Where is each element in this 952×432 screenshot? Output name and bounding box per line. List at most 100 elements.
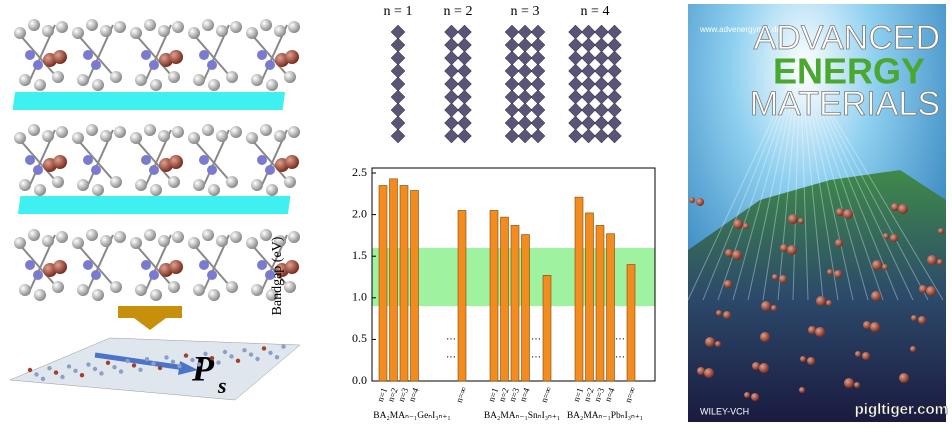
y-axis-label: Bandgap (eV) [270, 236, 285, 315]
atom [274, 235, 286, 247]
octahedron [581, 63, 596, 79]
atom [14, 132, 26, 144]
bar [399, 185, 409, 382]
octahedron [594, 102, 609, 118]
polarization-subscript: s [217, 373, 227, 398]
sheet-atom [131, 363, 137, 368]
cover-atom [871, 291, 881, 301]
light-ray [799, 59, 809, 301]
octahedron [457, 50, 472, 66]
atom [130, 237, 142, 249]
atom [274, 25, 286, 37]
bond [77, 244, 114, 286]
octahedron [594, 37, 609, 53]
x-tick-label: n=∞ [454, 385, 469, 403]
cover-atom [751, 393, 759, 401]
light-ray [799, 59, 929, 301]
atom [266, 79, 278, 91]
cover-atom [890, 234, 898, 242]
cover-atom [716, 310, 722, 316]
atom [14, 27, 26, 39]
bar [378, 185, 388, 382]
octahedron [517, 115, 533, 131]
y-tick-label: 0.5 [352, 331, 367, 345]
cover-atom [759, 363, 769, 373]
atom [144, 124, 156, 136]
light-ray [799, 59, 914, 301]
cover-atom [891, 203, 899, 211]
cover-atom [911, 315, 917, 321]
octahedron [581, 50, 596, 66]
atom [226, 176, 238, 188]
octahedron [457, 102, 472, 118]
metal [169, 260, 183, 274]
y-tick-label: 1.5 [352, 248, 367, 262]
atom [266, 184, 278, 196]
bar [626, 264, 636, 382]
octahedron [444, 24, 459, 40]
octahedron [444, 76, 459, 92]
atom [34, 289, 46, 301]
sheet-atom [235, 358, 241, 363]
atom [208, 184, 220, 196]
octahedron [390, 50, 406, 66]
sheet-atom [268, 350, 273, 355]
nitrogen [25, 260, 35, 270]
cover-atom [883, 233, 889, 239]
octahedron [568, 50, 583, 66]
nitrogen [199, 50, 209, 60]
sheet-atom [47, 366, 52, 371]
atom [284, 281, 296, 293]
atom [135, 284, 147, 296]
atom [246, 132, 258, 144]
octahedron [568, 76, 583, 92]
octahedron [504, 37, 520, 53]
nitrogen [207, 60, 217, 70]
atom [172, 126, 184, 138]
atom [86, 229, 98, 241]
atom [144, 19, 156, 31]
atom [284, 71, 296, 83]
sheet-atom [60, 374, 65, 380]
atom [193, 179, 205, 191]
sheet-atom [242, 348, 247, 353]
atom [202, 124, 214, 136]
structure-label: n = 1 [384, 4, 413, 19]
nitrogen [141, 155, 151, 165]
nitrogen [91, 165, 101, 175]
cover-atom [937, 259, 943, 265]
atom [144, 229, 156, 241]
octahedron [390, 76, 406, 92]
atom [208, 289, 220, 301]
cover-atom [704, 368, 714, 378]
octahedron [390, 24, 406, 40]
y-tick-label: 1.0 [352, 290, 367, 304]
atom [34, 184, 46, 196]
cover-atom [800, 356, 806, 362]
octahedron [568, 63, 583, 79]
cover-atom [870, 322, 880, 332]
atom [251, 284, 263, 296]
nitrogen [265, 165, 275, 175]
octahedron [594, 115, 609, 131]
sheet-atom [151, 361, 156, 366]
x-tick-label: n=2 [386, 386, 400, 403]
light-ray [799, 59, 884, 301]
octahedron [581, 37, 596, 53]
atom [19, 179, 31, 191]
sheet-atom [229, 354, 234, 359]
cover-atom [689, 197, 695, 203]
sheet-atom [216, 360, 221, 365]
cover-atom [854, 382, 860, 388]
bond [193, 244, 230, 286]
octahedron [568, 24, 583, 40]
x-tick-label: n=4 [603, 386, 617, 403]
atom [52, 176, 64, 188]
light-ray [799, 59, 944, 301]
atom [135, 74, 147, 86]
atom [110, 176, 122, 188]
cover-atom [725, 249, 733, 257]
octahedron [390, 102, 406, 118]
atom [114, 21, 126, 33]
